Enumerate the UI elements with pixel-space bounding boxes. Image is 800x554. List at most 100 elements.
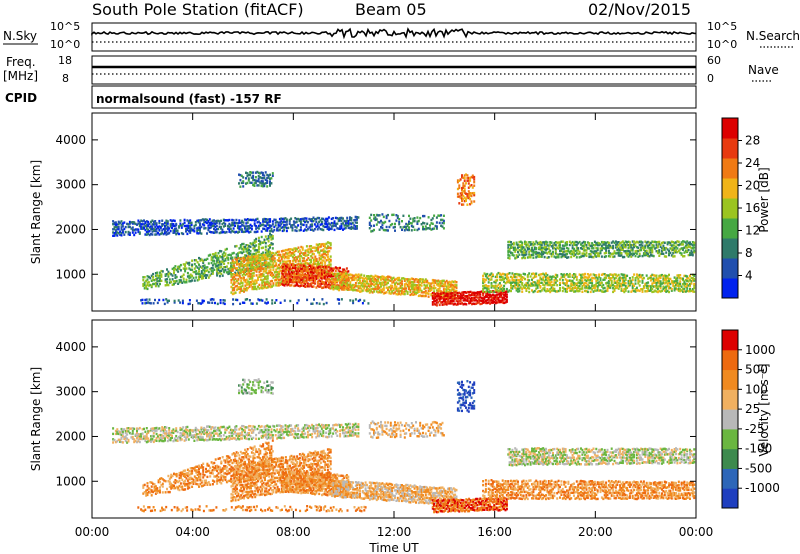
echo-cell xyxy=(621,243,624,247)
echo-cell xyxy=(147,223,150,226)
echo-cell xyxy=(529,241,532,244)
echo-cell xyxy=(405,228,408,231)
echo-cell xyxy=(332,284,335,288)
echo-cell xyxy=(327,283,330,286)
echo-cell xyxy=(203,227,206,230)
echo-cell xyxy=(196,261,199,264)
echo-cell xyxy=(184,263,187,266)
echo-cell xyxy=(368,221,371,224)
echo-cell xyxy=(166,222,169,225)
echo-cell xyxy=(138,231,141,234)
echo-cell xyxy=(282,260,285,263)
echo-cell xyxy=(260,171,263,174)
echo-cell xyxy=(501,272,504,276)
echo-cell xyxy=(613,281,616,284)
echo-cell xyxy=(354,227,357,230)
echo-cell xyxy=(160,269,163,273)
echo-cell xyxy=(315,275,318,278)
echo-cell xyxy=(357,273,360,276)
echo-cell xyxy=(315,286,318,289)
echo-cell xyxy=(621,240,624,243)
echo-cell xyxy=(496,296,499,299)
echo-cell xyxy=(596,247,599,250)
echo-cell xyxy=(353,227,356,230)
echo-cell xyxy=(638,243,641,247)
echo-cell xyxy=(283,223,286,227)
echo-cell xyxy=(566,241,568,244)
echo-cell xyxy=(553,246,556,250)
echo-cell xyxy=(333,278,336,281)
echo-cell xyxy=(444,291,447,294)
echo-cell xyxy=(310,248,313,251)
velocity-heatmap xyxy=(112,378,696,514)
echo-cell xyxy=(670,254,673,257)
echo-cell xyxy=(298,278,301,282)
echo-cell xyxy=(291,259,294,262)
echo-cell xyxy=(262,281,265,284)
echo-cell xyxy=(290,263,293,267)
echo-cell xyxy=(198,278,200,281)
echo-cell xyxy=(682,247,684,250)
echo-cell xyxy=(213,231,215,234)
echo-cell xyxy=(296,276,298,279)
echo-cell xyxy=(535,256,538,259)
echo-cell xyxy=(356,279,359,282)
echo-cell xyxy=(679,282,682,286)
echo-cell xyxy=(252,244,255,247)
echo-cell xyxy=(553,287,556,291)
echo-cell xyxy=(596,248,599,252)
echo-cell xyxy=(467,179,470,182)
echo-cell xyxy=(333,285,336,288)
echo-cell xyxy=(514,279,517,282)
echo-cell xyxy=(337,219,340,223)
echo-cell xyxy=(486,272,489,276)
echo-cell xyxy=(250,275,252,278)
echo-cell xyxy=(649,251,652,254)
echo-cell xyxy=(489,302,492,305)
echo-cell xyxy=(584,289,587,293)
echo-cell xyxy=(164,284,167,287)
echo-cell xyxy=(612,244,615,248)
echo-cell xyxy=(689,284,691,288)
echo-cell xyxy=(300,270,303,273)
echo-cell xyxy=(374,285,377,288)
echo-cell xyxy=(578,256,581,259)
echo-cell xyxy=(193,230,196,233)
echo-cell xyxy=(258,273,261,277)
echo-cell xyxy=(281,229,284,233)
echo-cell xyxy=(300,262,303,265)
echo-cell xyxy=(447,299,450,303)
echo-cell xyxy=(445,290,448,293)
echo-cell xyxy=(361,279,364,283)
echo-cell xyxy=(659,286,662,290)
echo-cell xyxy=(661,247,663,250)
echo-cell xyxy=(666,284,669,288)
echo-cell xyxy=(440,218,443,222)
echo-cell xyxy=(503,298,506,301)
echo-cell xyxy=(241,301,244,304)
echo-cell xyxy=(154,229,157,233)
echo-cell xyxy=(505,273,508,276)
echo-cell xyxy=(290,275,293,278)
echo-cell xyxy=(245,225,248,228)
echo-cell xyxy=(155,224,158,227)
echo-cell xyxy=(519,273,522,277)
echo-cell xyxy=(448,302,451,305)
echo-cell xyxy=(610,253,613,256)
echo-cell xyxy=(461,197,463,200)
echo-cell xyxy=(528,250,531,254)
echo-cell xyxy=(175,268,178,272)
echo-cell xyxy=(584,253,587,256)
echo-cell xyxy=(155,227,158,230)
echo-cell xyxy=(266,274,269,278)
echo-cell xyxy=(261,287,264,290)
echo-cell xyxy=(210,256,213,259)
echo-cell xyxy=(512,241,515,245)
echo-cell xyxy=(655,276,658,280)
echo-cell xyxy=(588,287,591,290)
echo-cell xyxy=(253,179,256,182)
echo-cell xyxy=(256,217,259,221)
echo-cell xyxy=(278,278,280,282)
echo-cell xyxy=(247,286,250,290)
echo-cell xyxy=(235,221,238,225)
